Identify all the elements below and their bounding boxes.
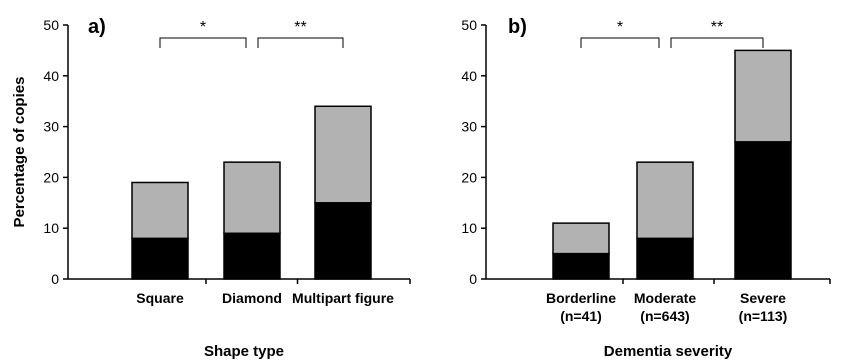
bar-upper-segment [223, 161, 281, 235]
x-category-label: Severe [740, 290, 786, 306]
x-category-label: Multipart figure [292, 290, 394, 306]
x-category-sublabel: (n=41) [560, 308, 602, 324]
y-tick-label: 30 [43, 119, 59, 135]
bar-upper-segment [131, 181, 189, 240]
y-tick-label: 50 [461, 17, 477, 33]
x-category-label: Moderate [634, 290, 696, 306]
y-tick-label: 0 [51, 271, 59, 287]
y-tick-label: 30 [461, 119, 477, 135]
y-tick-label: 10 [43, 220, 59, 236]
y-tick-label: 10 [461, 220, 477, 236]
bar-lower-segment [734, 141, 792, 280]
x-category-label: Borderline [546, 290, 616, 306]
bar-lower-segment [552, 252, 610, 280]
bar-lower-segment [223, 232, 281, 280]
x-axis-title: Shape type [204, 343, 284, 360]
panel-a: 0 10 20 30 40 50 Square Diamond Multipart figure… [11, 16, 411, 360]
significance-label: * [200, 19, 206, 36]
x-category-sublabel: (n=113) [739, 308, 788, 324]
x-axis-title: Dementia severity [604, 343, 733, 360]
significance-bracket [257, 37, 344, 48]
bar-lower-segment [636, 237, 694, 280]
panel-b: 0 10 20 30 40 50 Borderline (n=41) Moderate (n=64… [461, 16, 831, 360]
bar-upper-segment [314, 105, 372, 204]
y-tick-label: 20 [43, 169, 59, 185]
x-category-label: Square [136, 290, 184, 306]
y-tick-label: 40 [43, 68, 59, 84]
bar-upper-segment [552, 222, 610, 255]
significance-label: ** [294, 19, 306, 36]
bar-upper-segment [734, 49, 792, 143]
y-tick-label: 40 [461, 68, 477, 84]
bar-lower-segment [131, 237, 189, 280]
x-category-label: Diamond [222, 290, 282, 306]
y-tick-label: 0 [469, 271, 477, 287]
bar-upper-segment [636, 161, 694, 240]
y-tick-label: 50 [43, 17, 59, 33]
significance-bracket [670, 37, 764, 48]
significance-bracket [159, 37, 247, 48]
panel-label: b) [508, 16, 527, 38]
y-axis-title: Percentage of copies [11, 77, 28, 228]
significance-label: * [617, 19, 623, 36]
x-category-sublabel: (n=643) [640, 308, 689, 324]
significance-label: ** [711, 19, 723, 36]
y-tick-label: 20 [461, 169, 477, 185]
panel-label: a) [88, 16, 106, 38]
significance-bracket [580, 37, 660, 48]
bar-lower-segment [314, 202, 372, 280]
